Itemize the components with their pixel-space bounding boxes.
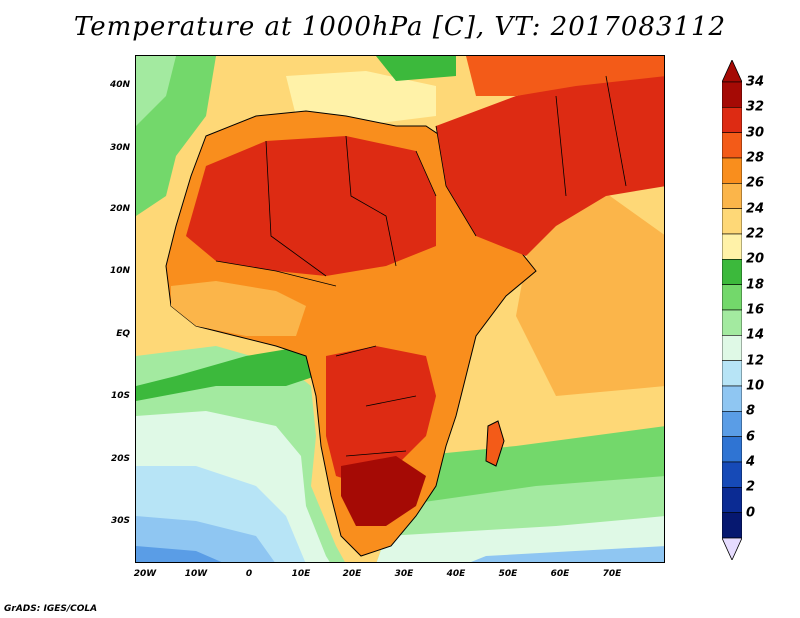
colorbar-label: 4 [746,454,756,470]
colorbar-segment [722,259,742,285]
lon-label-40e: 40E [446,569,466,579]
lat-label-40n: 40N [109,80,130,90]
colorbar-segment [722,309,742,336]
colorbar-label: 10 [746,378,765,394]
colorbar-segment [722,487,742,513]
lon-label-30e: 30E [394,569,414,579]
guinea-gulf-green [136,346,316,401]
colorbar [722,60,742,560]
lon-label-20w: 20W [133,569,157,579]
colorbar-segment [722,157,742,184]
colorbar-segment [722,461,742,488]
colorbar-under-triangle [722,537,742,560]
colorbar-segment [722,208,742,235]
colorbar-label: 14 [746,327,765,343]
lon-label-60e: 60E [550,569,570,579]
colorbar-segment [722,284,742,311]
lon-label-20e: 20E [342,569,362,579]
colorbar-label: 26 [746,175,765,191]
colorbar-segment [722,436,742,463]
colorbar-segment [722,360,742,387]
lat-label-20n: 20N [109,204,130,214]
colorbar-label: 2 [746,479,756,495]
asia-hot-north [466,56,664,96]
colorbar-segment [722,335,742,361]
colorbar-label: 28 [746,150,765,166]
central-africa-hot [326,346,436,486]
colorbar-segments [722,60,742,560]
lon-label-70e: 70E [602,569,622,579]
colorbar-label: 20 [746,251,765,267]
madagascar [485,420,505,467]
south-atlantic-band-5 [136,546,222,562]
lat-label-10n: 10N [109,266,130,276]
europe-green [376,56,456,81]
map-title: Temperature at 1000hPa [C], VT: 20170831… [73,12,727,42]
colorbar-segment [722,411,742,437]
lat-label-10s: 10S [110,391,130,401]
arabian-sea-orange [516,186,664,396]
colorbar-label: 0 [746,505,756,521]
colorbar-label: 16 [746,302,765,318]
colorbar-label: 22 [746,226,765,242]
lat-label-30n: 30N [109,143,130,153]
map-field [136,56,664,562]
credit-text: GrADS: IGES/COLA [4,604,98,614]
colorbar-label: 32 [746,99,765,115]
lon-label-10e: 10E [291,569,311,579]
indian-ocean-blue [471,546,664,562]
lon-label-10w: 10W [184,569,208,579]
colorbar-segment [722,233,742,260]
lon-label-50e: 50E [498,569,518,579]
colorbar-label: 34 [746,74,765,90]
lat-label-eq: EQ [116,329,130,339]
lat-label-20s: 20S [110,454,130,464]
colorbar-label: 24 [746,201,765,217]
colorbar-segment [722,385,742,412]
colorbar-segment [722,512,742,539]
colorbar-label: 18 [746,277,765,293]
colorbar-label: 30 [746,125,765,141]
colorbar-segment [722,183,742,209]
colorbar-label: 8 [746,403,756,419]
colorbar-segment [722,132,742,159]
north-atlantic-pale [136,56,176,126]
colorbar-segment [722,81,742,108]
kalahari-hot [341,456,426,526]
country-borders [215,75,627,457]
colorbar-segment [722,107,742,133]
sahara-hot-core [186,136,436,276]
mediterranean [286,71,436,126]
lat-label-30s: 30S [110,516,130,526]
colorbar-label: 6 [746,429,756,445]
temperature-map [135,55,665,563]
west-africa-orange [171,281,306,336]
arabia-hot [436,66,664,256]
colorbar-label: 12 [746,353,765,369]
colorbar-over-triangle [722,60,742,83]
lon-label-0: 0 [245,569,253,579]
